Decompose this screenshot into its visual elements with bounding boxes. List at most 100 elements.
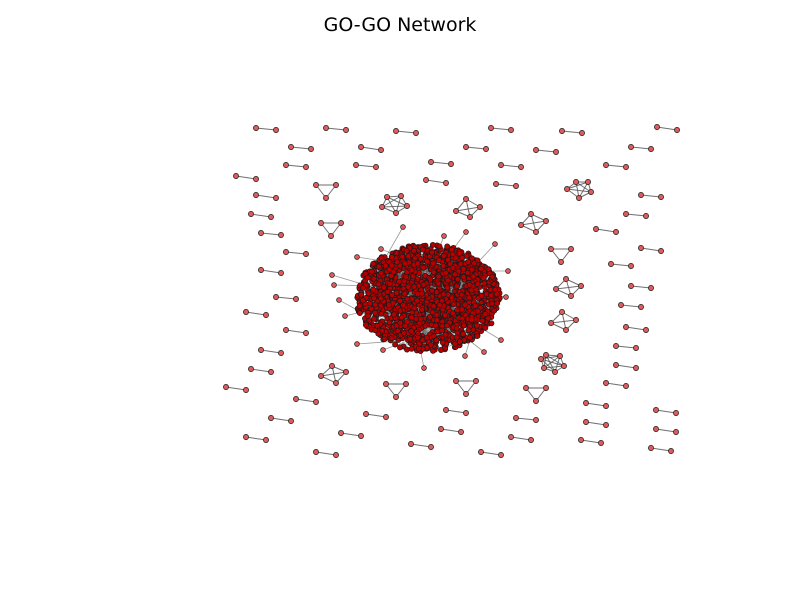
network-node [273, 294, 279, 300]
pair-edge [235, 175, 257, 180]
network-node [379, 204, 385, 210]
core-node [435, 273, 442, 280]
network-node [513, 415, 519, 421]
core-node [440, 253, 447, 259]
core-node [410, 273, 417, 280]
network-node [603, 380, 609, 386]
network-node [553, 286, 559, 292]
network-node [618, 302, 624, 308]
pair-edge [615, 345, 637, 349]
core-node [488, 320, 495, 327]
cluster-edge [386, 196, 408, 207]
network-node [273, 127, 279, 133]
core-node [414, 260, 421, 267]
core-node [457, 261, 464, 268]
network-node [463, 144, 469, 150]
network-node [568, 246, 574, 252]
pair-edge [365, 413, 387, 418]
core-node [371, 315, 377, 322]
pair-edge [510, 436, 532, 441]
network-node [573, 317, 579, 323]
core-node [468, 316, 475, 323]
core-node [430, 269, 437, 276]
core-node [393, 250, 400, 257]
core-node [391, 311, 397, 318]
core-node [439, 327, 445, 334]
network-node [528, 437, 534, 443]
network-node [578, 283, 584, 289]
network-node [558, 259, 564, 265]
core-node [442, 331, 449, 338]
core-node [411, 305, 418, 312]
network-node [333, 452, 339, 458]
core-node [360, 297, 366, 304]
core-node [460, 322, 467, 329]
network-node [473, 378, 479, 384]
network-node [638, 245, 644, 251]
core-node [456, 338, 463, 345]
core-node [380, 284, 387, 291]
network-node [488, 125, 494, 131]
core-node [417, 316, 424, 323]
network-node [268, 415, 274, 421]
pair-edge [395, 130, 417, 134]
network-node [467, 214, 473, 220]
network-node [533, 147, 539, 153]
pair-edge [625, 213, 647, 217]
network-node [533, 229, 539, 235]
core-node [388, 335, 395, 342]
network-node [423, 177, 429, 183]
core-node [377, 295, 384, 302]
network-node [628, 283, 634, 289]
pair-edge [340, 432, 362, 437]
core-node [388, 272, 395, 279]
network-node [548, 246, 554, 252]
pair-edge [275, 296, 297, 300]
core-node [365, 290, 372, 297]
core-node [420, 281, 427, 288]
network-node [633, 365, 639, 371]
core-node [372, 309, 379, 316]
largest-component-cluster [329, 224, 511, 371]
network-node [403, 381, 409, 387]
network-node [463, 196, 469, 202]
network-node [323, 195, 329, 201]
core-node [408, 267, 415, 274]
network-node [313, 182, 319, 188]
pair-edge [640, 247, 662, 252]
network-node [248, 211, 254, 217]
pair-edge [630, 146, 652, 150]
network-node [338, 430, 344, 436]
network-node [523, 385, 529, 391]
core-node [482, 311, 489, 318]
core-node [436, 302, 443, 308]
pair-edge [500, 164, 522, 168]
core-node [474, 333, 481, 340]
core-node [419, 246, 426, 253]
network-node [343, 127, 349, 133]
core-node [436, 243, 443, 250]
core-node [464, 269, 471, 276]
core-node [453, 334, 460, 341]
cluster-edge [520, 220, 547, 226]
core-node [419, 337, 426, 344]
network-node [258, 267, 264, 273]
core-node [429, 249, 436, 256]
network-node [288, 418, 294, 424]
network-node [258, 347, 264, 353]
network-node [568, 293, 574, 299]
network-node [673, 410, 679, 416]
network-node [329, 272, 335, 278]
network-node [233, 173, 239, 179]
network-node [477, 204, 483, 210]
network-node [400, 224, 406, 230]
core-node [449, 251, 456, 258]
core-node [482, 324, 489, 331]
core-node [397, 320, 404, 327]
pair-edge [315, 451, 337, 456]
network-node [588, 189, 594, 195]
core-node [478, 265, 485, 272]
network-node [458, 429, 464, 435]
pair-edge [430, 161, 452, 165]
pair-edge [656, 126, 678, 131]
